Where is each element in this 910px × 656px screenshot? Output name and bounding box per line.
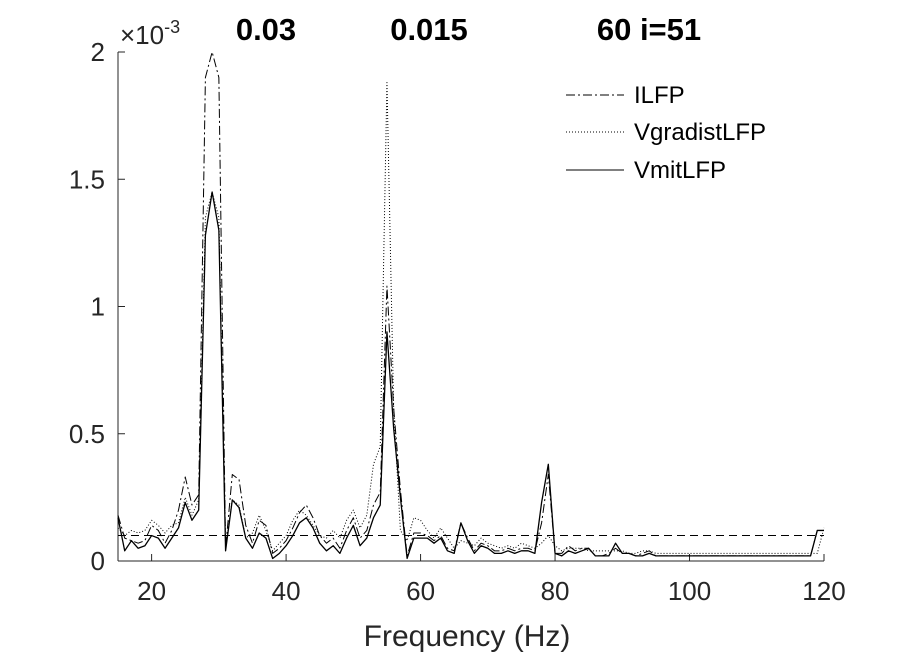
y-tick-label: 2 xyxy=(91,37,105,67)
legend-label-vmitlfp: VmitLFP xyxy=(634,157,726,184)
plot-axes xyxy=(117,51,825,562)
top-title-3: 60 i=51 xyxy=(597,12,701,47)
series-line-vmitlfp xyxy=(117,191,824,560)
y-tick-label: 1.5 xyxy=(69,164,105,194)
x-tick-label: 40 xyxy=(272,576,301,606)
y-scale-factor: ×10-3 xyxy=(120,17,180,50)
legend-label-vgradistlfp: VgradistLFP xyxy=(634,119,766,146)
y-tick-label: 0 xyxy=(91,546,105,576)
x-axis-label: Frequency (Hz) xyxy=(364,620,571,653)
legend: ILFP VgradistLFP VmitLFP xyxy=(566,82,766,184)
top-title-1: 0.03 xyxy=(236,12,296,47)
y-tick-label: 0.5 xyxy=(69,419,105,449)
y-tick-label: 1 xyxy=(91,292,105,322)
series-group xyxy=(117,51,825,560)
series-line-vgradistlfp xyxy=(117,82,825,554)
top-title-2: 0.015 xyxy=(390,12,468,47)
tick-labels: 20 40 60 80 100 120 0 0.5 1 1.5 2 xyxy=(69,37,846,606)
x-tick-label: 80 xyxy=(541,576,570,606)
x-tick-label: 60 xyxy=(406,576,435,606)
x-tick-label: 120 xyxy=(802,576,845,606)
legend-label-ilfp: ILFP xyxy=(634,82,685,109)
x-tick-label: 100 xyxy=(668,576,711,606)
x-tick-label: 20 xyxy=(137,576,166,606)
